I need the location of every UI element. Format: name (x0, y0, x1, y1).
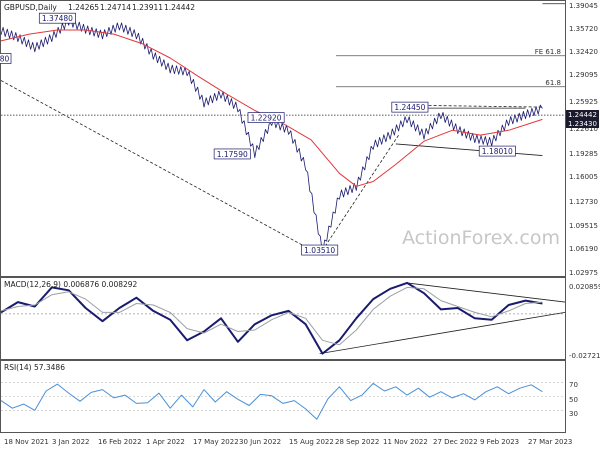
pivot-label-box (301, 244, 339, 256)
price-tick: 1.12730 (569, 198, 598, 206)
rsi-y-axis: 70 50 30 (569, 381, 578, 418)
price-tick: 1.19285 (569, 150, 598, 158)
time-tick: 1 Apr 2022 (146, 438, 185, 446)
series-macd (0, 281, 543, 355)
price-tick: 1.16005 (569, 173, 598, 181)
rsi-tick: 30 (569, 410, 578, 418)
macd-value-tag-bg (566, 311, 599, 319)
time-tick: 27 Mar 2023 (528, 438, 572, 446)
pivot-label: 1.03510 (304, 246, 335, 255)
rsi-tick: 70 (569, 381, 578, 389)
macd-title: MACD(12,26,9) 0.006876 0.008292 (4, 280, 138, 289)
fib-level-label: FE 61.8 (535, 48, 561, 56)
rsi-title: RSI(14) 57.3486 (4, 363, 65, 372)
trendline (0, 80, 320, 255)
macd-panel (0, 277, 566, 360)
pivot-label: 1.18010 (482, 147, 513, 156)
watermark: ActionForex.com (402, 227, 560, 249)
time-tick: 15 Aug 2022 (289, 438, 334, 446)
series-price (0, 17, 543, 256)
last-price-tag-bg (566, 110, 599, 119)
pivot-label-box (247, 112, 285, 123)
trendline (407, 282, 566, 303)
series-signal (0, 286, 543, 346)
price-y-axis: 1.39045 1.35720 1.32420 1.29095 1.25925 … (569, 2, 598, 277)
last-price-tag: 1.24442 (568, 111, 597, 119)
time-tick: 28 Sep 2022 (335, 438, 379, 446)
pivot-label-box (0, 53, 12, 64)
pivot-label-box (38, 12, 76, 24)
time-tick: 16 Feb 2022 (98, 438, 142, 446)
ohlc-close: 1.24442 (164, 3, 195, 12)
macd-tick: -0.027213 (569, 352, 600, 360)
pivot-label-box (213, 148, 251, 160)
pivot-label: 580 (0, 54, 10, 63)
macd-y-axis: 0.020859 0.0 -0.027213 (569, 283, 600, 360)
ohlc-open: 1.24265 (68, 3, 99, 12)
price-title: GBPUSD,Daily (4, 3, 57, 12)
price-tick: 1.39045 (569, 2, 598, 10)
pivot-label: 1.24450 (394, 103, 425, 112)
ref-price-tag-bg (566, 119, 599, 128)
trendline (395, 143, 543, 156)
fib-level-label: 61.8 (545, 79, 561, 87)
price-plot: FE 61.8 61.8 1.37480 1.22920 1.17590 1.03510 1… (0, 3, 565, 256)
macd-plot (0, 281, 566, 355)
price-tick: 1.25925 (569, 98, 598, 106)
trendline (398, 104, 543, 108)
time-tick: 27 Dec 2022 (433, 438, 478, 446)
rsi-tick: 50 (569, 396, 578, 404)
series-ma (0, 29, 543, 187)
time-tick: 17 May 2022 (193, 438, 239, 446)
time-tick: 18 Nov 2021 (4, 438, 49, 446)
price-tick: 1.32420 (569, 48, 598, 56)
trendline (319, 134, 399, 255)
pivot-label: 1.22920 (251, 114, 282, 123)
time-tick: 9 Feb 2023 (480, 438, 519, 446)
rsi-plot (0, 382, 565, 420)
ohlc-low: 1.23911 (132, 3, 163, 12)
price-tick: 1.29095 (569, 71, 598, 79)
price-tick: 1.02975 (569, 269, 598, 277)
series-rsi (0, 382, 543, 420)
trendline (319, 311, 566, 354)
time-tick: 30 Jun 2022 (239, 438, 281, 446)
ohlc-high: 1.24714 (100, 3, 131, 12)
time-tick: 3 Jan 2022 (52, 438, 90, 446)
macd-tick: 0.020859 (569, 283, 600, 291)
ohlc-readout: 1.24265 1.24714 1.23911 1.24442 (68, 3, 195, 12)
time-axis: 18 Nov 2021 3 Jan 2022 16 Feb 2022 1 Apr… (4, 438, 572, 446)
price-tick: 1.09515 (569, 222, 598, 230)
ref-price-tag: 1.23430 (568, 120, 597, 128)
pivot-label: 1.37480 (42, 14, 73, 23)
time-tick: 11 Nov 2022 (383, 438, 428, 446)
price-tick: 1.22610 (569, 125, 598, 133)
price-tick: 1.35720 (569, 25, 598, 33)
pivot-label: 1.17590 (217, 150, 248, 159)
pivot-label-box (478, 145, 516, 157)
price-tick: 1.06190 (569, 245, 598, 253)
pivot-label-box (391, 101, 429, 113)
